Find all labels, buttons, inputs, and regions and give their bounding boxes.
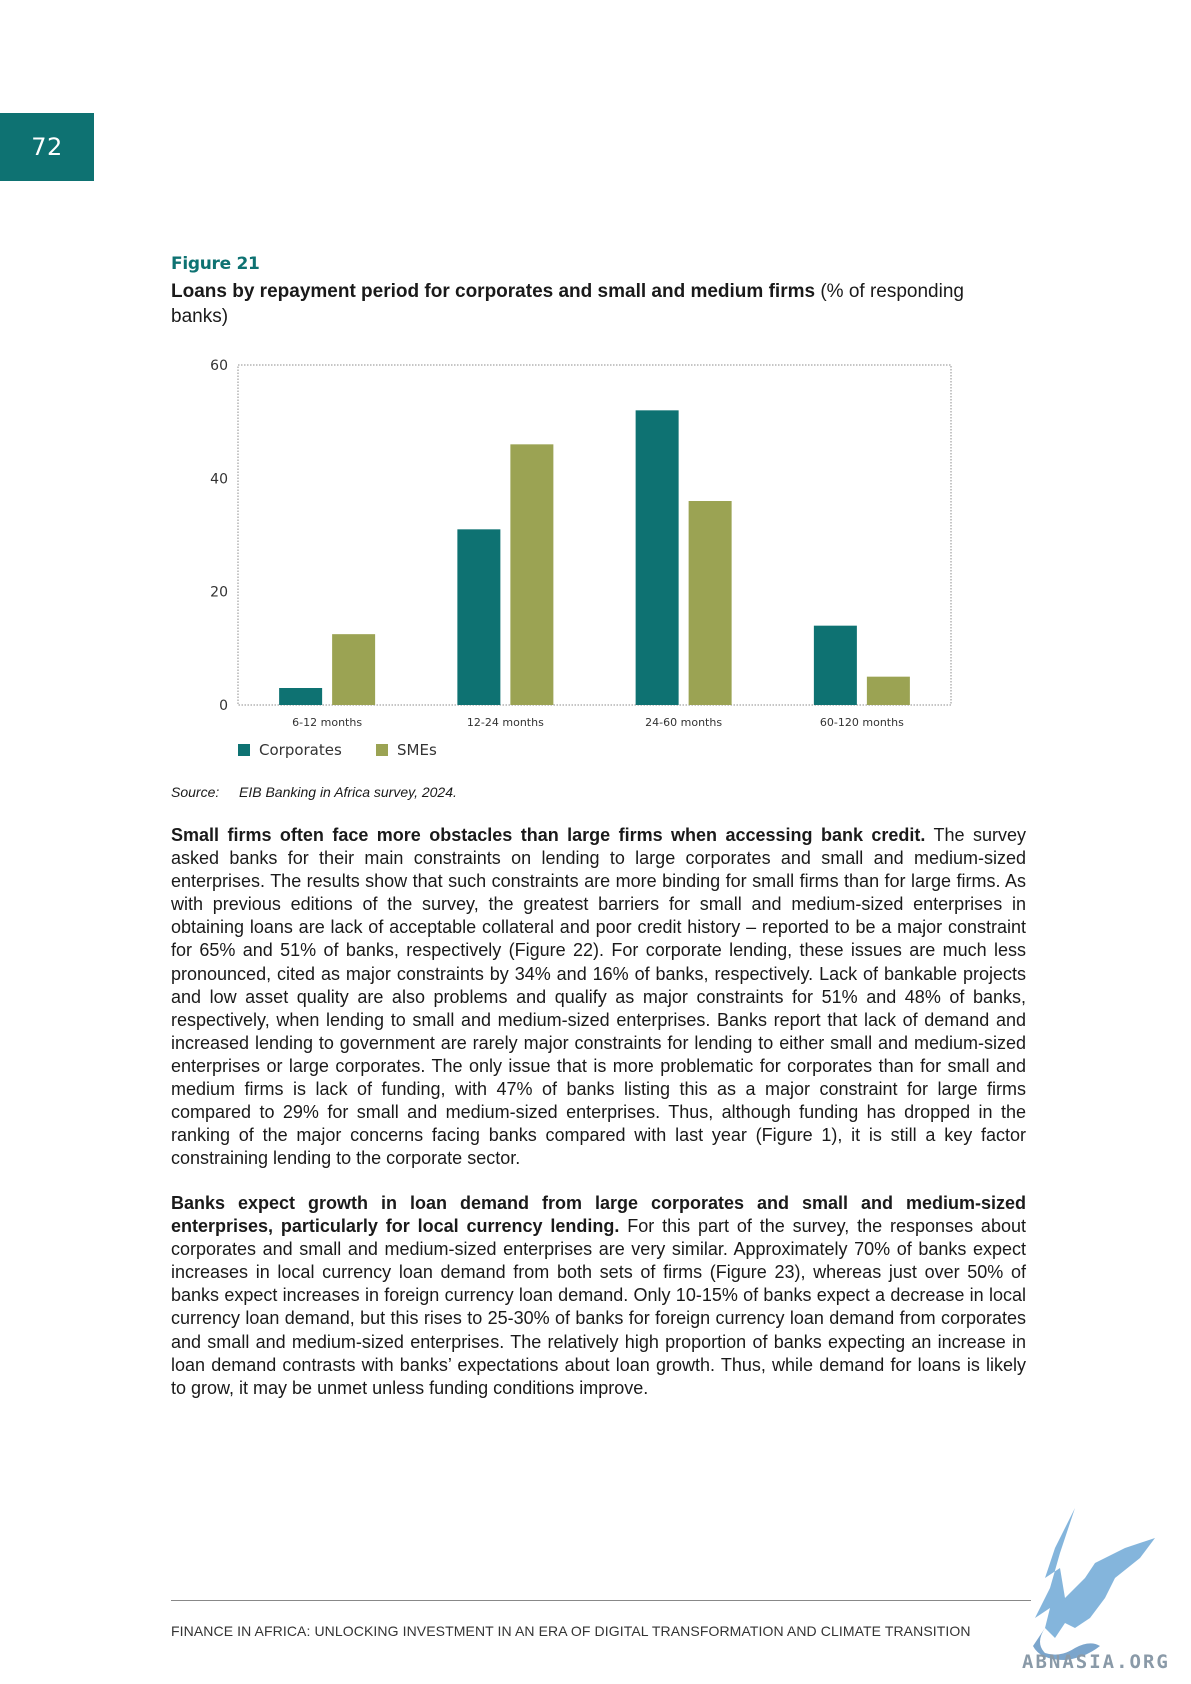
griffin-logo-icon xyxy=(1033,1508,1155,1660)
bar-smes xyxy=(688,501,732,705)
footer-title: FINANCE IN AFRICA: UNLOCKING INVESTMENT … xyxy=(171,1623,971,1639)
watermark-text: ABNASIA.ORG xyxy=(1022,1651,1170,1673)
figure-title-bold: Loans by repayment period for corporates… xyxy=(171,281,816,302)
y-tick-label: 0 xyxy=(219,698,228,714)
y-tick-label: 60 xyxy=(210,358,228,374)
legend-label: SMEs xyxy=(397,741,437,759)
figure-title-rest: (% of responding banks) xyxy=(171,281,964,327)
bar-smes xyxy=(866,676,910,705)
legend-label: Corporates xyxy=(259,741,342,759)
bar-chart: 0 20 40 60 6-12 months 12-24 months 24-60 mont… xyxy=(210,358,952,759)
paragraph-1: Small firms often face more obstacles th… xyxy=(171,824,1026,1170)
page-number: 72 xyxy=(0,113,94,181)
paragraph-2-body: For this part of the survey, the respons… xyxy=(171,1216,1026,1398)
x-tick-label: 12-24 months xyxy=(467,716,544,729)
x-tick-label: 24-60 months xyxy=(645,716,722,729)
y-tick-label: 20 xyxy=(210,585,228,601)
bar-smes xyxy=(332,634,376,705)
x-tick-label: 60-120 months xyxy=(820,716,904,729)
x-tick-label: 6-12 months xyxy=(292,716,362,729)
legend-swatch xyxy=(376,744,388,756)
footer-divider xyxy=(171,1600,1031,1601)
figure-label: Figure 21 xyxy=(171,254,260,274)
plot-frame xyxy=(237,364,952,706)
y-tick-label: 40 xyxy=(210,471,228,487)
source-label: Source: xyxy=(171,784,220,800)
paragraph-2: Banks expect growth in loan demand from … xyxy=(171,1192,1026,1400)
paragraph-2-lead: Banks expect growth in loan demand from … xyxy=(171,1193,1026,1237)
source-text: EIB Banking in Africa survey, 2024. xyxy=(239,784,457,800)
bar-corporates xyxy=(635,410,679,705)
bar-corporates xyxy=(813,625,857,705)
figure-source: Source: EIB Banking in Africa survey, 202… xyxy=(171,784,457,800)
bar-corporates xyxy=(457,529,501,705)
bar-corporates xyxy=(279,688,323,705)
legend-swatch xyxy=(238,744,250,756)
paragraph-1-lead: Small firms often face more obstacles th… xyxy=(171,825,926,845)
paragraph-1-body: The survey asked banks for their main co… xyxy=(171,825,1026,1169)
figure-title: Loans by repayment period for corporates… xyxy=(171,279,1001,329)
bar-smes xyxy=(510,444,554,705)
